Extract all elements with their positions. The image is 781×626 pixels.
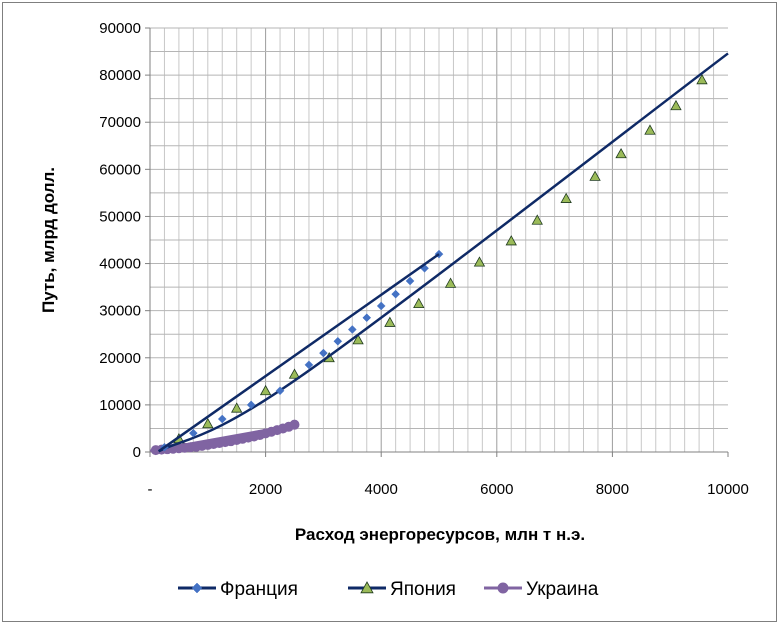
x-tick-label: 10000 xyxy=(707,481,749,498)
x-tick-label: 4000 xyxy=(365,481,398,498)
diamond-marker xyxy=(246,400,256,410)
y-tick-label: 50000 xyxy=(99,208,141,225)
diamond-marker xyxy=(304,360,314,370)
y-tick-label: 70000 xyxy=(99,114,141,131)
triangle-marker xyxy=(288,368,301,379)
triangle-marker xyxy=(589,170,601,181)
legend-item: Франция xyxy=(178,579,298,600)
y-tick-label: 0 xyxy=(133,444,141,461)
x-tick-label: 2000 xyxy=(249,481,282,498)
diamond-marker xyxy=(391,289,401,299)
series-circle xyxy=(149,419,300,456)
triangle-marker xyxy=(231,402,243,413)
y-tick-label: 20000 xyxy=(99,350,141,367)
triangle-marker xyxy=(444,277,457,288)
diamond-marker xyxy=(275,386,285,396)
y-tick-label: 10000 xyxy=(99,397,141,414)
triangle-marker xyxy=(202,417,214,429)
series-layer xyxy=(149,52,729,456)
y-axis-title: Путь, млрд долл. xyxy=(39,167,58,313)
triangle-marker xyxy=(360,581,374,594)
grid xyxy=(150,27,728,452)
diamond-marker xyxy=(362,313,372,323)
x-tick-label: 6000 xyxy=(480,481,513,498)
triangle-marker xyxy=(615,147,627,159)
circle-marker xyxy=(497,582,509,594)
trendline xyxy=(149,423,295,452)
y-tick-label: 80000 xyxy=(99,67,141,84)
triangle-marker xyxy=(413,297,425,309)
triangle-marker xyxy=(352,334,364,345)
series-triangle xyxy=(158,52,729,453)
trendline xyxy=(158,52,729,453)
legend-item: Япония xyxy=(348,579,456,600)
x-tick-label: 8000 xyxy=(596,481,629,498)
x-tick-label: - xyxy=(148,481,153,498)
triangle-marker xyxy=(696,73,708,85)
axes: 0 10000 20000 30000 40000 50000 60000 70000 8000… xyxy=(99,20,749,498)
y-tick-label: 60000 xyxy=(99,161,141,178)
diamond-marker xyxy=(319,348,328,358)
diamond-marker xyxy=(217,414,227,424)
y-tick-label: 90000 xyxy=(99,20,141,37)
triangle-marker xyxy=(259,384,272,396)
y-tick-label: 30000 xyxy=(99,303,141,320)
diamond-marker xyxy=(347,325,357,334)
triangle-marker xyxy=(473,256,486,267)
triangle-marker xyxy=(560,192,572,203)
legend: Франция Япония Украина xyxy=(178,579,599,600)
triangle-marker xyxy=(531,214,543,225)
series-diamond xyxy=(157,249,444,453)
trendline xyxy=(157,253,440,453)
triangle-marker xyxy=(384,316,396,327)
y-tick-label: 40000 xyxy=(99,256,141,273)
triangle-marker xyxy=(670,99,682,111)
legend-item: Украина xyxy=(484,579,599,600)
triangle-marker xyxy=(644,124,656,135)
legend-label: Франция xyxy=(220,579,298,600)
triangle-marker xyxy=(505,235,517,246)
diamond-marker xyxy=(376,301,386,311)
diamond-marker xyxy=(405,276,415,286)
diamond-marker xyxy=(188,428,198,438)
x-axis-title: Расход энергоресурсов, млн т н.э. xyxy=(295,525,585,544)
diamond-marker xyxy=(333,336,343,346)
legend-label: Украина xyxy=(526,579,599,600)
diamond-marker xyxy=(191,582,203,594)
legend-label: Япония xyxy=(390,579,456,600)
